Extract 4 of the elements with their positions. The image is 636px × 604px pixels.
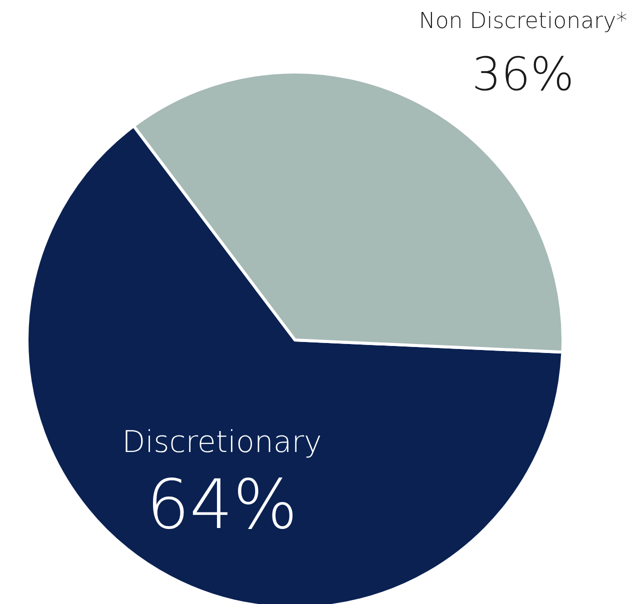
data-label: 36% (472, 47, 574, 101)
slice-label: Non Discretionary* (418, 9, 628, 34)
data-label: 64% (146, 466, 298, 545)
slice-label: Discretionary (122, 425, 322, 460)
